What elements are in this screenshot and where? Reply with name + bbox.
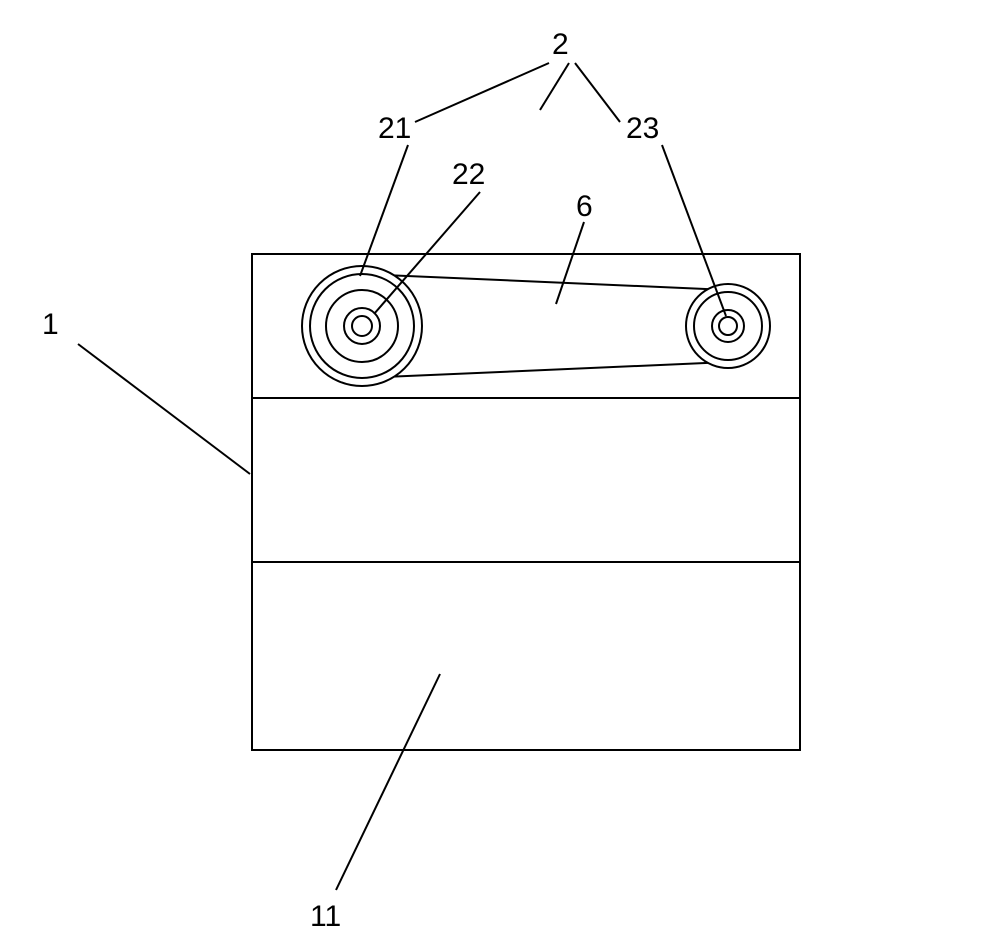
belt-bottom [362,362,728,378]
leader-2-to-22 [540,63,569,110]
leader-2-to-21 [415,63,549,122]
leader-21 [360,145,408,276]
belt-top [362,274,728,290]
diagram-svg [0,0,1000,941]
label-23: 23 [626,112,659,146]
leader-11 [336,674,440,890]
label-1: 1 [42,308,59,342]
right-pulley-ring-4 [719,317,737,335]
label-22: 22 [452,158,485,192]
label-21: 21 [378,112,411,146]
left-pulley-ring-5 [352,316,372,336]
label-11: 11 [310,900,341,934]
leader-2-to-23 [575,63,620,122]
label-2: 2 [552,28,569,62]
technical-diagram: 2 21 22 23 6 1 11 [0,0,1000,941]
leader-1 [78,344,250,474]
leader-6 [556,222,584,304]
label-6: 6 [576,190,593,224]
leader-23 [662,145,726,316]
